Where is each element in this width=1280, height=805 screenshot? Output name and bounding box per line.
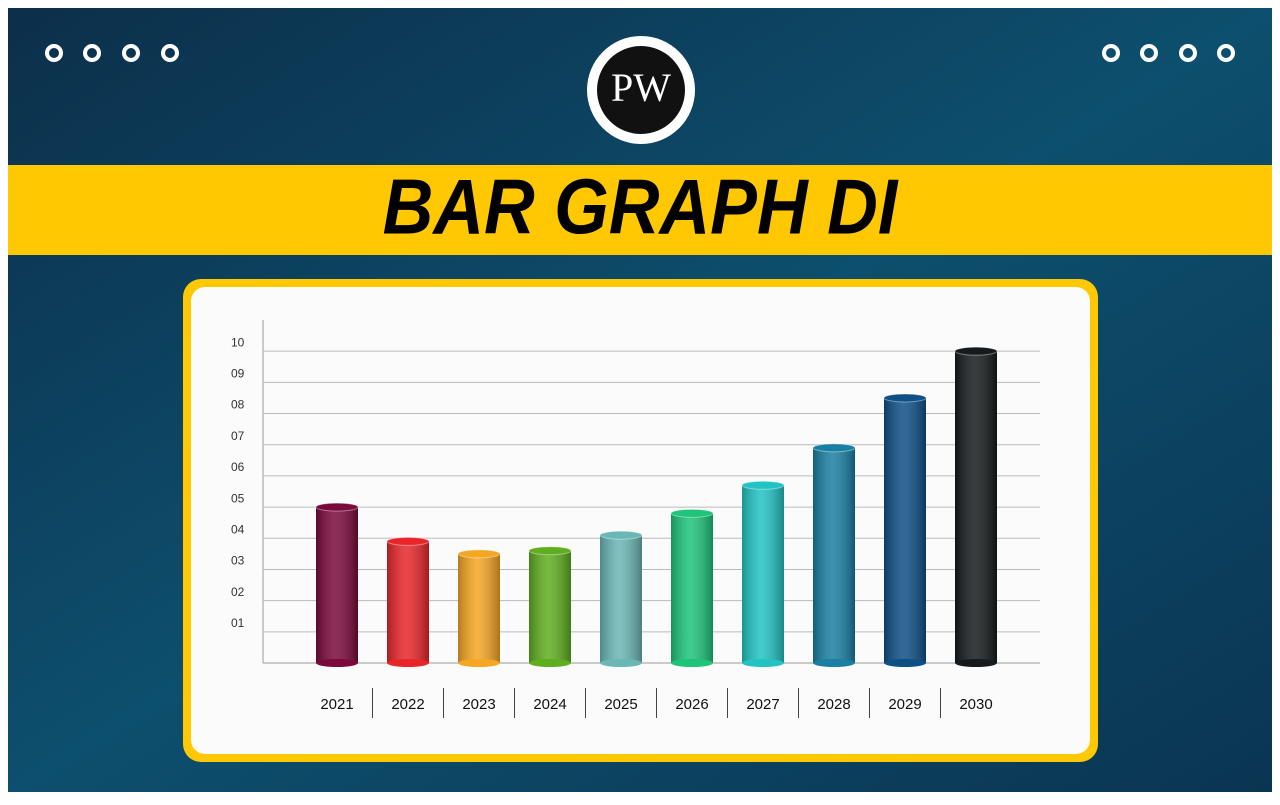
x-tick-label: 2027 (746, 696, 779, 713)
bar-base (742, 659, 784, 667)
y-tick-label: 06 (231, 460, 245, 474)
x-tick-label: 2024 (533, 696, 566, 713)
bar-shade (387, 541, 429, 663)
bar-base (955, 659, 997, 667)
x-tick-label: 2030 (959, 696, 992, 713)
bar-shade (742, 485, 784, 663)
x-tick-label: 2029 (888, 696, 921, 713)
x-tick-label: 2028 (817, 696, 850, 713)
y-tick-label: 02 (231, 585, 245, 599)
y-tick-label: 05 (231, 491, 245, 505)
y-tick-label: 03 (231, 554, 245, 568)
y-tick-label: 07 (231, 429, 245, 443)
x-tick-label: 2023 (462, 696, 495, 713)
bar-base (600, 659, 642, 667)
logo-disc (597, 46, 685, 134)
logo: PW (611, 65, 671, 110)
x-tick-label: 2025 (604, 696, 637, 713)
bar-shade (529, 550, 571, 663)
decor-dots (45, 44, 1235, 62)
bar-shade (316, 507, 358, 663)
x-tick-label: 2026 (675, 696, 708, 713)
y-tick-label: 09 (231, 367, 245, 381)
bar-shade (813, 447, 855, 663)
bar-base (884, 659, 926, 667)
y-tick-label: 01 (231, 616, 245, 630)
bar-base (387, 659, 429, 667)
bar-cap (528, 546, 572, 556)
bar-cap (599, 530, 643, 540)
bar-cap (386, 536, 430, 546)
bar-base (529, 659, 571, 667)
x-tick-label: 2022 (391, 696, 424, 713)
bar-base (316, 659, 358, 667)
bar-shade (884, 397, 926, 663)
x-tick-label: 2021 (320, 696, 353, 713)
title-band (8, 165, 1272, 255)
y-tick-label: 10 (231, 335, 245, 349)
bar-cap (315, 502, 359, 512)
chart-title: BAR GRAPH DI (383, 163, 899, 250)
bar-base (671, 659, 713, 667)
y-tick-label: 08 (231, 398, 245, 412)
y-tick-label: 04 (231, 522, 245, 536)
bar-cap (883, 393, 927, 403)
bar-cap (670, 508, 714, 518)
bar-shade (671, 513, 713, 663)
bar-shade (955, 351, 997, 663)
bar-base (458, 659, 500, 667)
bar-shade (600, 535, 642, 663)
bar-shade (458, 553, 500, 663)
bar-cap (954, 346, 998, 356)
bar-cap (457, 549, 501, 559)
bar-cap (812, 443, 856, 453)
bar-cap (741, 480, 785, 490)
bar-base (813, 659, 855, 667)
